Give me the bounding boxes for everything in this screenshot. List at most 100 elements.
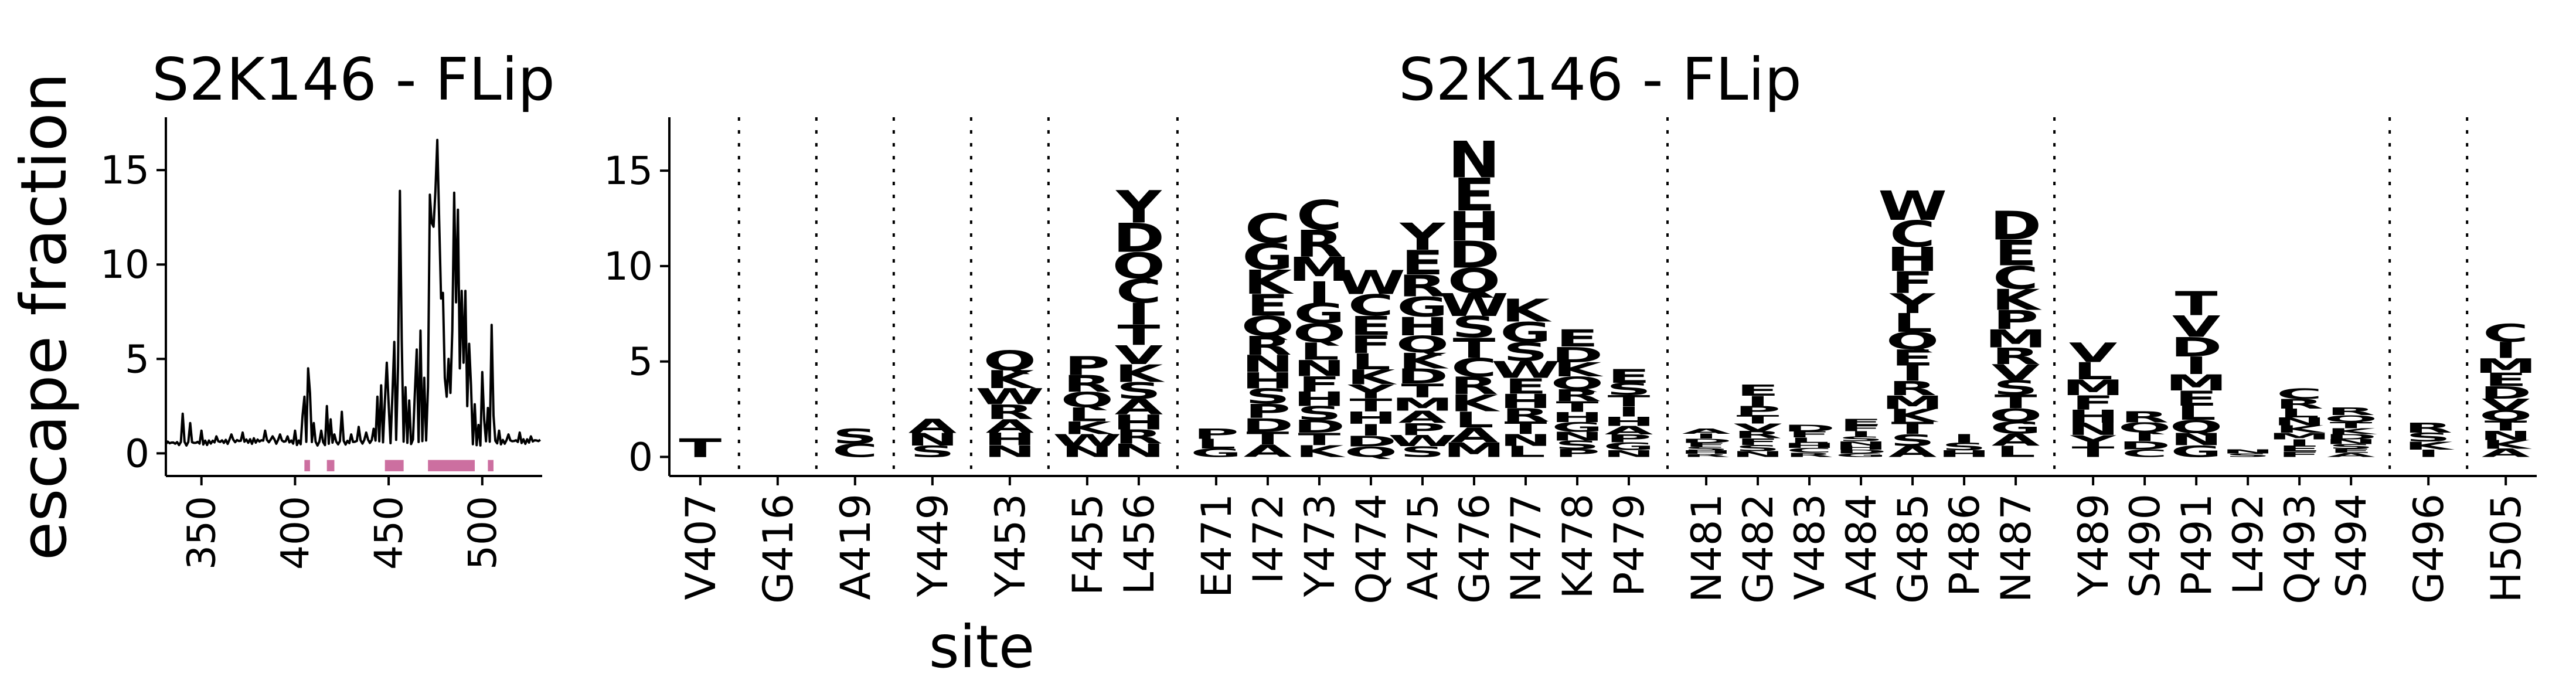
logo-letter: N: [2325, 438, 2377, 446]
y-tick-label: 0: [628, 434, 653, 480]
logo-letter: K: [2482, 438, 2532, 452]
logo-letter: I: [1127, 297, 1151, 332]
logo-letter: R: [1063, 370, 1111, 397]
logo-plot-title: S2K146 - FLip: [1398, 45, 1802, 114]
logo-letter: H: [1938, 448, 1990, 459]
logo-letter: R: [1785, 451, 1833, 458]
logo-letter: S: [1839, 435, 1884, 443]
logo-letter: V: [1734, 421, 1782, 434]
logo-letter: S: [1684, 446, 1729, 452]
logo-letter: G: [1500, 317, 1551, 349]
site-tick-label: H505: [2482, 494, 2530, 603]
logo-letter: C: [1786, 447, 1832, 454]
logo-letter: E: [2278, 444, 2321, 453]
highlighted-site-range: [488, 460, 494, 471]
logo-letter: L: [2176, 402, 2216, 424]
logo-letter: M: [2475, 354, 2537, 378]
logo-letter: T: [1453, 333, 1496, 365]
logo-letter: P: [1193, 426, 1239, 442]
logo-letter: Y: [1399, 215, 1446, 259]
logo-letter: C: [1116, 273, 1162, 311]
logo-letter: I: [1746, 393, 1769, 409]
logo-letter: I: [1901, 362, 1924, 386]
highlighted-site-range: [384, 460, 404, 471]
logo-letter: S: [1503, 338, 1549, 367]
logo-letter: I: [1952, 432, 1976, 446]
site-tick-label: A484: [1837, 494, 1886, 600]
logo-letter: T: [1995, 391, 2037, 413]
site-tick-label: P491: [2173, 494, 2221, 597]
logo-letter: N: [2221, 448, 2274, 455]
logo-letter: D: [1113, 216, 1165, 262]
logo-letter: C: [1890, 213, 1935, 255]
site-tick-label: G416: [754, 494, 802, 604]
site-tick-label: Q474: [1347, 494, 1396, 604]
logo-letter: F: [2278, 450, 2321, 459]
logo-letter: A: [1888, 443, 1937, 461]
logo-letter: D: [2170, 332, 2223, 363]
site-tick-label: G476: [1451, 494, 1499, 604]
logo-letter: W: [1336, 264, 1406, 302]
logo-letter: G: [1397, 292, 1448, 324]
site-tick-label: G485: [1889, 494, 1937, 604]
logo-letter: M: [1288, 251, 1350, 289]
logo-letter: L: [1506, 443, 1546, 461]
site-tick-label: E471: [1193, 494, 1241, 598]
logo-letter: Q: [2325, 413, 2378, 424]
logo-letter: R: [1502, 404, 1550, 426]
logo-letter: K: [2275, 423, 2326, 435]
logo-letter: D: [2119, 439, 2171, 452]
logo-letter: Q: [1989, 405, 2043, 426]
logo-letter: C: [1296, 192, 1342, 239]
line-plot-title: S2K146 - FLip: [152, 45, 555, 114]
logo-letter: Y: [1889, 288, 1936, 319]
y-tick-label: 0: [125, 431, 149, 476]
x-tick-label: 500: [460, 496, 505, 570]
line-plot-axes: 0 5 10 15 350 400 450 500: [100, 117, 542, 570]
logo-letter: K: [2327, 427, 2378, 436]
logo-letter: Q: [984, 345, 1037, 376]
logo-letter: E: [1401, 244, 1444, 283]
site-tick-label: G482: [1734, 494, 1782, 604]
logo-letter: G: [1990, 419, 2041, 438]
logo-letter: E: [1737, 382, 1779, 399]
escape-fraction-line: [165, 138, 541, 447]
logo-letter: R: [1295, 223, 1343, 266]
logo-letter: D: [1551, 342, 1604, 367]
logo-letter: T: [2072, 444, 2115, 460]
highlighted-site-range: [326, 460, 335, 471]
site-tick-label: S494: [2327, 494, 2376, 598]
logo-letter: P: [1606, 433, 1652, 446]
logo-letter: I: [2133, 430, 2156, 444]
logo-letter: L: [1996, 443, 2036, 461]
logo-letter: E: [1840, 417, 1883, 427]
logo-letter: F: [1350, 331, 1393, 359]
logo-letter: P: [1993, 305, 2039, 336]
logo-letter: Q: [1886, 328, 1939, 355]
logo-letter: S: [1245, 385, 1290, 409]
logo-letter: S: [2329, 443, 2374, 450]
logo-letter: S: [1452, 311, 1497, 345]
logo-letter: E: [1556, 325, 1599, 352]
logo-letter: L: [2073, 358, 2113, 385]
logo-letter: D: [1345, 433, 1397, 450]
logo-letter: F: [2072, 392, 2115, 414]
logo-letter: T: [1350, 395, 1393, 416]
logo-letter: S: [1942, 441, 1987, 453]
logo-letter: S: [1993, 376, 2039, 399]
logo-letter: D: [1294, 417, 1346, 437]
logo-letter: N: [1551, 430, 1603, 444]
logo-letter: Y: [2070, 432, 2116, 450]
site-tick-label: S490: [2121, 494, 2169, 598]
logo-letter: Q: [1241, 311, 1295, 342]
logo-letter: C: [2122, 448, 2167, 460]
site-tick-label: F455: [1064, 494, 1112, 596]
logo-letter: R: [1682, 453, 1730, 458]
site-tick-label: K478: [1554, 494, 1602, 599]
logo-letter: I: [1308, 275, 1331, 310]
logo-letter: I: [2417, 448, 2440, 460]
logo-letter: K: [1553, 359, 1604, 381]
logo-letter: C: [1348, 288, 1394, 322]
logo-letter: N: [906, 430, 958, 450]
